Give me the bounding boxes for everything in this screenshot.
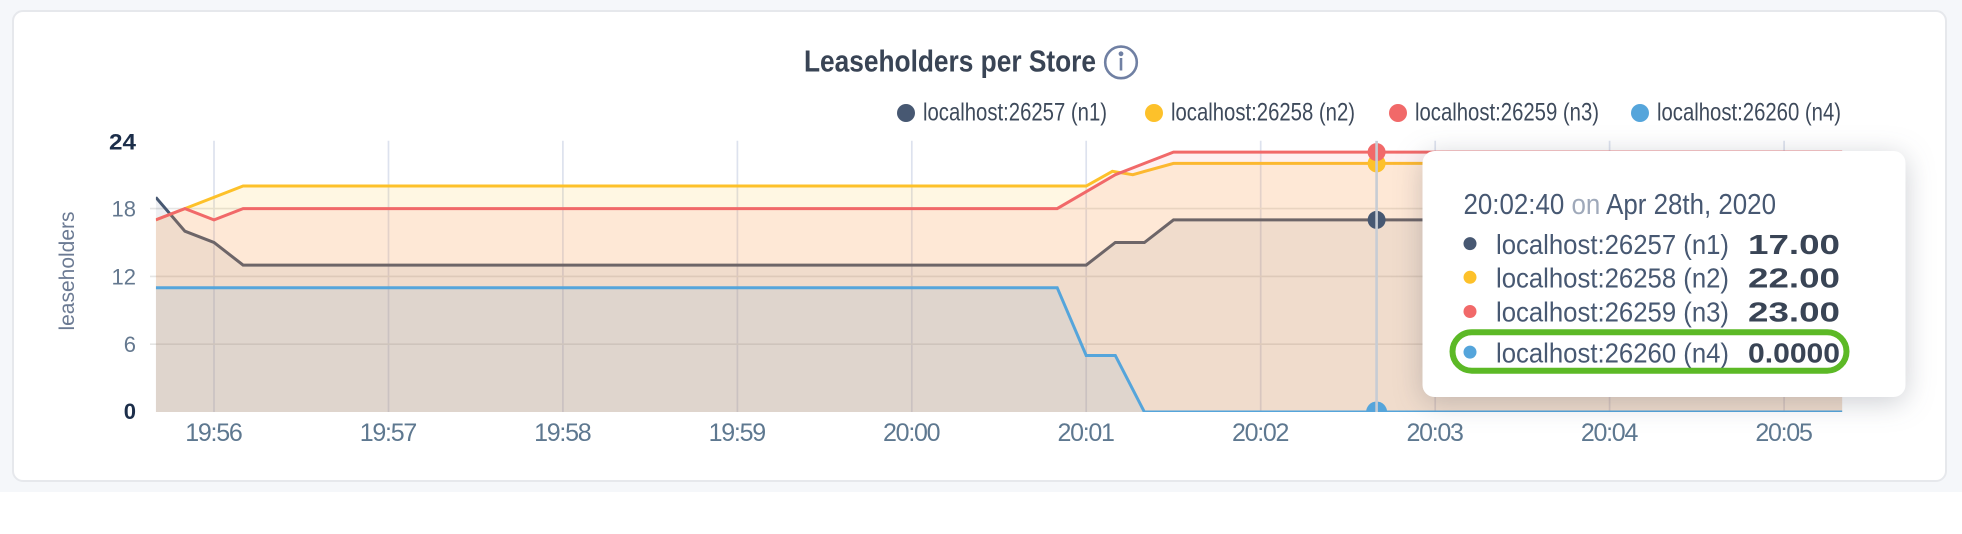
svg-text:23.00: 23.00 [1748, 297, 1840, 328]
svg-text:18: 18 [112, 197, 136, 222]
svg-text:localhost:26258 (n2): localhost:26258 (n2) [1496, 263, 1729, 294]
svg-text:0: 0 [124, 399, 136, 424]
svg-text:19:58: 19:58 [534, 419, 592, 447]
svg-text:0.0000: 0.0000 [1748, 337, 1840, 368]
svg-text:localhost:26259 (n3): localhost:26259 (n3) [1415, 99, 1599, 127]
svg-text:20:04: 20:04 [1581, 419, 1639, 447]
svg-text:20:05: 20:05 [1755, 419, 1813, 447]
svg-text:19:59: 19:59 [709, 419, 767, 447]
svg-text:22.00: 22.00 [1748, 263, 1840, 294]
svg-text:localhost:26258 (n2): localhost:26258 (n2) [1171, 99, 1355, 127]
svg-text:20:02: 20:02 [1232, 419, 1290, 447]
svg-text:localhost:26257 (n1): localhost:26257 (n1) [923, 99, 1107, 127]
svg-text:19:56: 19:56 [185, 419, 243, 447]
svg-text:localhost:26259 (n3): localhost:26259 (n3) [1496, 297, 1729, 328]
svg-text:19:57: 19:57 [360, 419, 418, 447]
svg-text:20:00: 20:00 [883, 419, 941, 447]
svg-text:6: 6 [124, 332, 136, 357]
svg-text:localhost:26260 (n4): localhost:26260 (n4) [1496, 337, 1729, 368]
svg-text:leaseholders: leaseholders [56, 211, 79, 330]
svg-text:20:02:40 on Apr 28th, 2020: 20:02:40 on Apr 28th, 2020 [1464, 189, 1777, 221]
svg-text:localhost:26260 (n4): localhost:26260 (n4) [1657, 99, 1841, 127]
svg-text:Leaseholders per Store: Leaseholders per Store [804, 44, 1096, 79]
svg-text:localhost:26257 (n1): localhost:26257 (n1) [1496, 229, 1729, 260]
svg-text:20:01: 20:01 [1057, 419, 1115, 447]
svg-text:24: 24 [109, 130, 137, 155]
svg-text:12: 12 [112, 264, 136, 289]
svg-text:17.00: 17.00 [1748, 229, 1840, 260]
svg-text:20:03: 20:03 [1406, 419, 1464, 447]
